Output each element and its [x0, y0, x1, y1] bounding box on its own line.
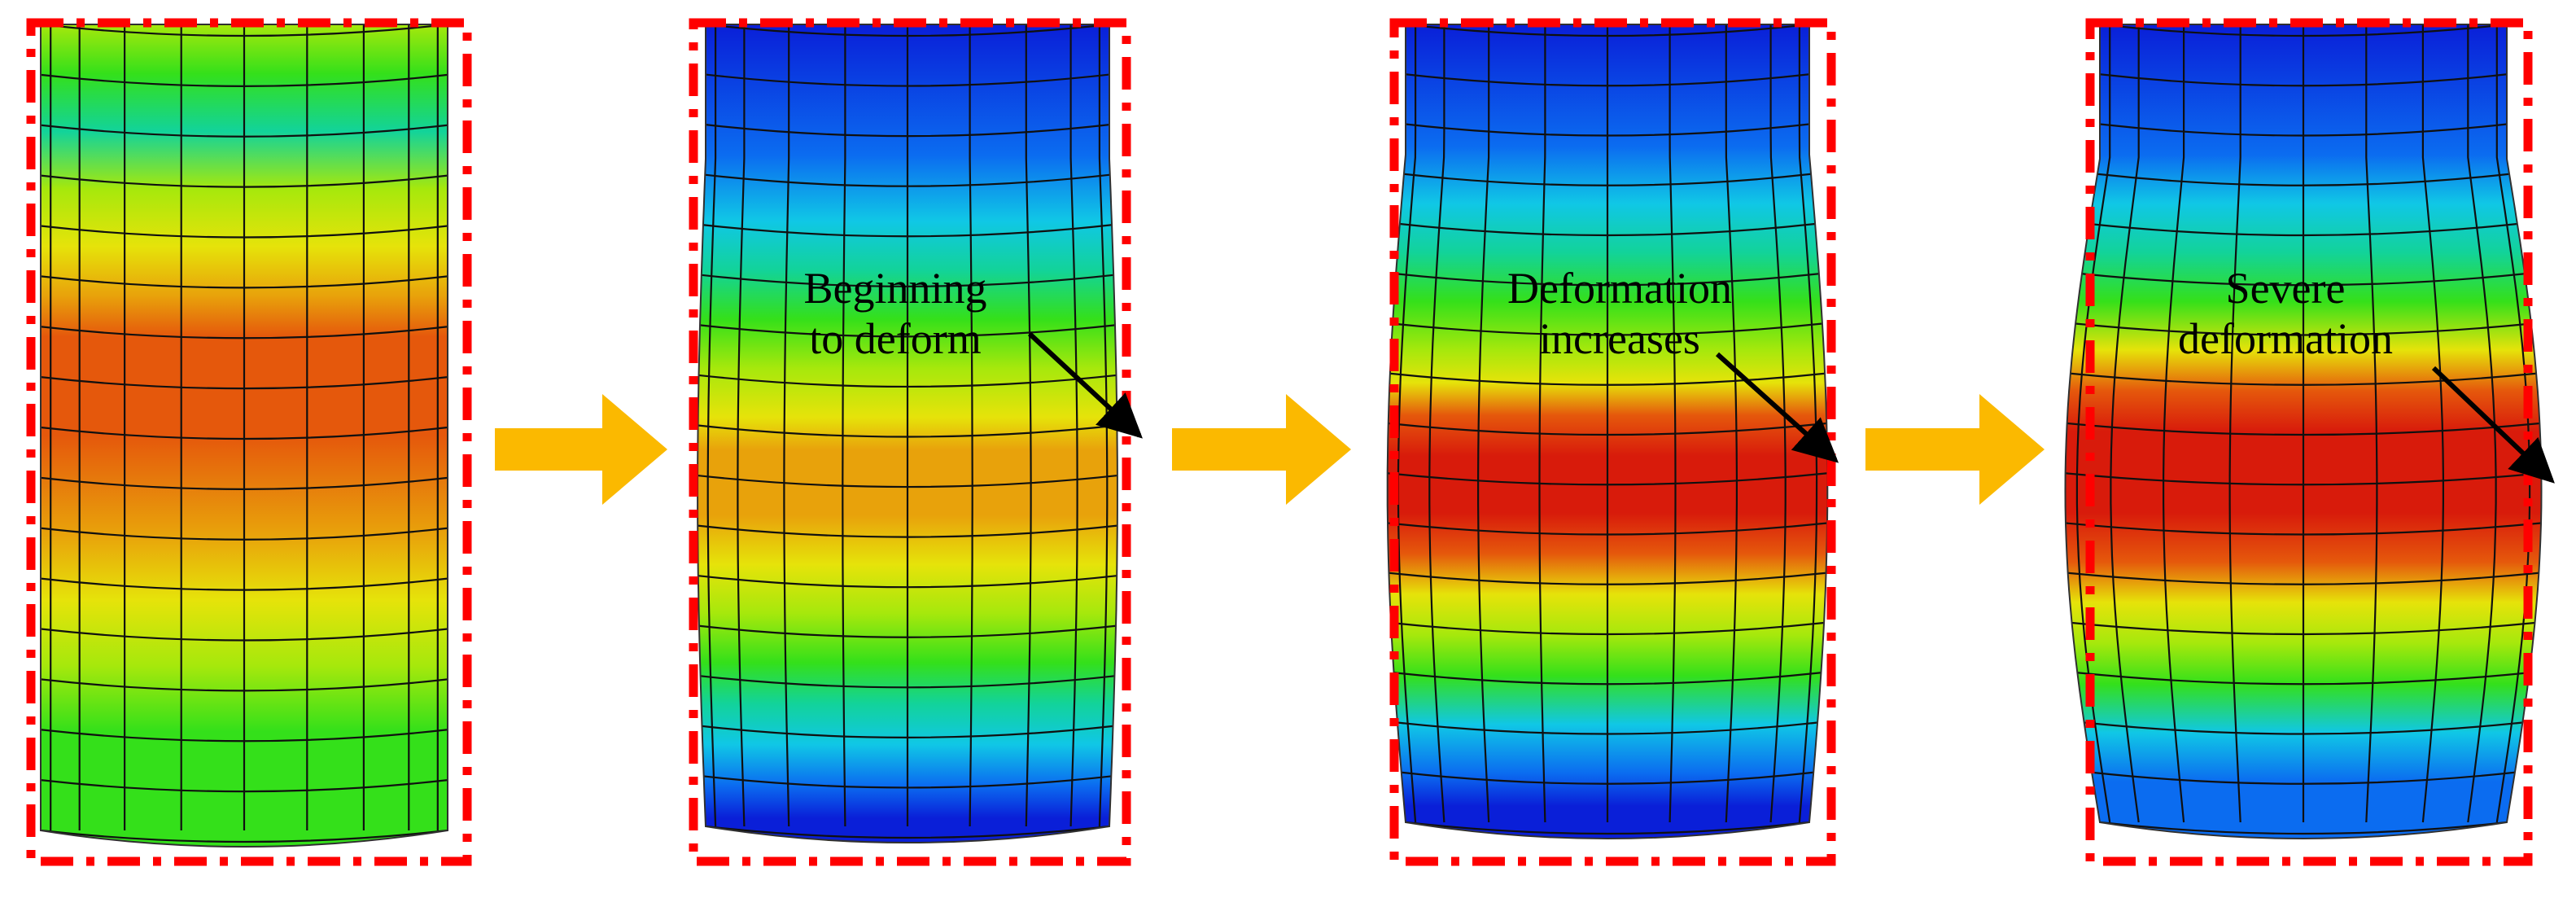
panel-increasing: Deformation increases: [1386, 18, 1839, 866]
stage-label: Beginning to deform: [804, 264, 987, 363]
mesh-grid: [1387, 24, 1828, 835]
stage-label-line: deformation: [2178, 314, 2393, 363]
panel-beginning: Beginning to deform: [689, 18, 1143, 866]
stage-label-line: increases: [1539, 314, 1700, 363]
highlight-frame: [2085, 18, 2533, 866]
stage-label-line: Beginning: [804, 264, 987, 313]
pointer-arrow-icon: [1715, 352, 1839, 463]
mesh-grid: [41, 24, 448, 843]
right-arrow-icon: [1865, 394, 2045, 505]
stage-label-line: Deformation: [1507, 264, 1732, 313]
pointer-arrow-icon: [1027, 331, 1143, 439]
stage-label: Severe deformation: [2178, 264, 2393, 363]
right-arrow-icon: [1172, 394, 1351, 505]
highlight-frame: [1389, 18, 1836, 866]
mesh-grid: [698, 24, 1117, 839]
highlight-frame: [26, 18, 472, 866]
panel-severe: Severe deformation: [2064, 18, 2555, 866]
mesh-grid: [2065, 24, 2542, 835]
pointer-arrow-icon: [2431, 366, 2555, 484]
right-arrow-icon: [495, 394, 667, 505]
highlight-frame: [689, 18, 1131, 866]
stage-label: Deformation increases: [1507, 264, 1732, 363]
panel-initial: [26, 18, 472, 866]
stage-label-line: to deform: [809, 314, 981, 363]
stage-label-line: Severe: [2226, 264, 2346, 313]
